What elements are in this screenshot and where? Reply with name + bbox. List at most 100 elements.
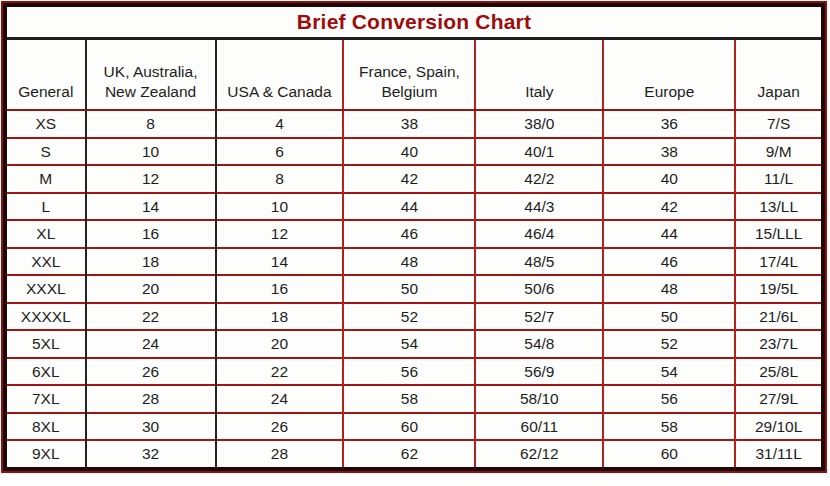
size-value-cell: 62 [343,440,475,469]
size-value-cell: 46/4 [475,220,603,248]
size-value-cell: 21/6L [735,303,823,331]
size-value-cell: 10 [86,138,216,166]
column-header-france-spain-belgium: France, Spain, Belgium [343,39,475,111]
size-value-cell: 26 [216,413,344,441]
table-row: XS843838/0367/S [5,110,823,138]
size-value-cell: 56/9 [475,358,603,386]
size-value-cell: 36 [603,110,735,138]
header-row: General UK, Australia, New Zealand USA &… [5,39,823,111]
size-value-cell: 48 [603,275,735,303]
size-value-cell: 22 [216,358,344,386]
size-label-cell: 5XL [5,330,86,358]
size-value-cell: 20 [216,330,344,358]
title-row: Brief Conversion Chart [5,5,823,39]
size-value-cell: 52/7 [475,303,603,331]
size-value-cell: 24 [216,385,344,413]
size-value-cell: 16 [86,220,216,248]
size-value-cell: 10 [216,193,344,221]
size-value-cell: 52 [603,330,735,358]
column-header-europe: Europe [603,39,735,111]
size-value-cell: 29/10L [735,413,823,441]
size-value-cell: 25/8L [735,358,823,386]
size-value-cell: 50 [603,303,735,331]
size-value-cell: 4 [216,110,344,138]
table-row: XL16124646/44415/LLL [5,220,823,248]
size-value-cell: 54 [603,358,735,386]
size-value-cell: 56 [343,358,475,386]
size-value-cell: 12 [86,165,216,193]
size-value-cell: 23/7L [735,330,823,358]
size-label-cell: 9XL [5,440,86,469]
size-value-cell: 40 [603,165,735,193]
size-value-cell: 48/5 [475,248,603,276]
size-value-cell: 42 [603,193,735,221]
page-title: Brief Conversion Chart [5,5,823,39]
size-label-cell: XXXXL [5,303,86,331]
table-row: L14104444/34213/LL [5,193,823,221]
table-row: XXXXL22185252/75021/6L [5,303,823,331]
size-value-cell: 9/M [735,138,823,166]
table-row: M1284242/24011/L [5,165,823,193]
size-value-cell: 6 [216,138,344,166]
size-value-cell: 44/3 [475,193,603,221]
size-value-cell: 44 [343,193,475,221]
size-value-cell: 58/10 [475,385,603,413]
size-value-cell: 50 [343,275,475,303]
size-value-cell: 17/4L [735,248,823,276]
size-value-cell: 12 [216,220,344,248]
size-value-cell: 58 [343,385,475,413]
size-value-cell: 58 [603,413,735,441]
size-value-cell: 54/8 [475,330,603,358]
column-header-general: General [5,39,86,111]
size-value-cell: 60 [603,440,735,469]
size-value-cell: 40 [343,138,475,166]
size-value-cell: 38/0 [475,110,603,138]
size-value-cell: 52 [343,303,475,331]
table-row: 5XL24205454/85223/7L [5,330,823,358]
size-value-cell: 14 [86,193,216,221]
size-value-cell: 54 [343,330,475,358]
size-value-cell: 24 [86,330,216,358]
size-value-cell: 46 [603,248,735,276]
size-value-cell: 14 [216,248,344,276]
size-value-cell: 30 [86,413,216,441]
size-value-cell: 46 [343,220,475,248]
column-header-japan: Japan [735,39,823,111]
column-header-italy: Italy [475,39,603,111]
size-value-cell: 19/5L [735,275,823,303]
size-value-cell: 20 [86,275,216,303]
size-value-cell: 42/2 [475,165,603,193]
size-label-cell: XS [5,110,86,138]
table-row: 8XL30266060/115829/10L [5,413,823,441]
table-body: XS843838/0367/SS1064040/1389/MM1284242/2… [5,110,823,469]
size-value-cell: 38 [603,138,735,166]
table-row: 9XL32286262/126031/11L [5,440,823,469]
size-value-cell: 60/11 [475,413,603,441]
column-header-uk-australia-nz: UK, Australia, New Zealand [86,39,216,111]
conversion-chart-page: Brief Conversion Chart General UK, Austr… [0,0,830,486]
size-value-cell: 56 [603,385,735,413]
size-label-cell: 8XL [5,413,86,441]
table-row: XXL18144848/54617/4L [5,248,823,276]
size-value-cell: 40/1 [475,138,603,166]
table-row: XXXL20165050/64819/5L [5,275,823,303]
size-value-cell: 16 [216,275,344,303]
size-value-cell: 50/6 [475,275,603,303]
size-label-cell: S [5,138,86,166]
size-value-cell: 28 [216,440,344,469]
size-value-cell: 8 [86,110,216,138]
size-value-cell: 13/LL [735,193,823,221]
column-header-usa-canada: USA & Canada [216,39,344,111]
size-value-cell: 15/LLL [735,220,823,248]
size-value-cell: 8 [216,165,344,193]
brief-conversion-table: Brief Conversion Chart General UK, Austr… [3,3,825,471]
size-label-cell: M [5,165,86,193]
size-label-cell: 7XL [5,385,86,413]
size-value-cell: 62/12 [475,440,603,469]
size-value-cell: 22 [86,303,216,331]
table-row: S1064040/1389/M [5,138,823,166]
size-label-cell: XXXL [5,275,86,303]
size-value-cell: 7/S [735,110,823,138]
size-value-cell: 31/11L [735,440,823,469]
size-value-cell: 60 [343,413,475,441]
